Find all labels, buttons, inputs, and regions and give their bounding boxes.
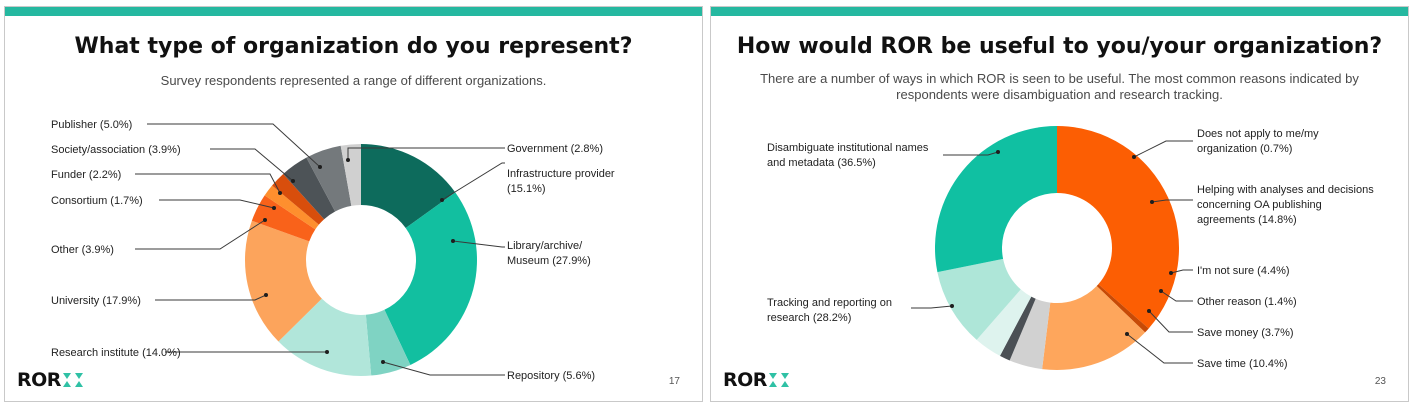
donut-slice: [278, 298, 372, 376]
label-not-sure: I'm not sure (4.4%): [1197, 265, 1290, 277]
donut-slice: [306, 145, 352, 212]
leader-line: [452, 240, 505, 248]
leader-line: [382, 361, 505, 376]
slide-subtitle: Survey respondents represented a range o…: [160, 73, 547, 88]
slide-title: How would ROR be useful to you/your orga…: [736, 34, 1383, 59]
leader-dot: [451, 239, 455, 243]
leader-line: [155, 294, 267, 301]
leader-line: [135, 219, 266, 250]
donut-slice: [361, 144, 456, 228]
donut-slice: [1057, 126, 1180, 329]
slide-top-bar: [5, 7, 702, 16]
label-other: Other (3.9%): [51, 244, 114, 256]
leader-dot: [1147, 309, 1151, 313]
leader-line: [1160, 290, 1193, 302]
leader-dot: [291, 179, 295, 183]
label-other-reason: Other reason (1.4%): [1197, 296, 1297, 308]
donut-slice: [272, 173, 325, 225]
donut-slice: [340, 144, 361, 206]
label-disambiguate: Disambiguate institutional names and met…: [767, 142, 929, 169]
logo-text: ROR: [723, 369, 767, 391]
leader-line: [911, 305, 953, 309]
donut-slice: [937, 258, 1021, 340]
leader-dot: [1132, 155, 1136, 159]
logo-mark-icon: [62, 373, 83, 387]
leader-dot: [318, 165, 322, 169]
label-publisher: Publisher (5.0%): [51, 119, 133, 131]
leader-dot: [1159, 289, 1163, 293]
donut-chart-organization-type: [135, 123, 505, 376]
donut-chart-ror-usefulness: [911, 126, 1193, 371]
leader-line: [159, 199, 275, 209]
label-funder: Funder (2.2%): [51, 169, 122, 181]
donut-slice: [1009, 298, 1051, 370]
leader-line: [147, 123, 321, 168]
leader-line: [943, 151, 999, 156]
leader-dot: [1150, 200, 1154, 204]
leader-dot: [278, 191, 282, 195]
label-research-institute: Research institute (14.0%): [51, 347, 181, 359]
leader-line: [1133, 140, 1193, 158]
label-does-not-apply: Does not apply to me/my organization (0.…: [1197, 128, 1319, 155]
label-university: University (17.9%): [51, 295, 141, 307]
leader-line: [210, 148, 294, 182]
donut-slice: [1042, 286, 1146, 371]
leader-line: [347, 147, 505, 160]
donut-slice: [934, 126, 1057, 273]
leader-line: [1126, 333, 1193, 364]
leader-dot: [264, 293, 268, 297]
donut-slice: [999, 296, 1036, 361]
slide-ror-usefulness: How would ROR be useful to you/your orga…: [710, 6, 1409, 402]
label-consortium: Consortium (1.7%): [51, 195, 143, 207]
leader-line: [1148, 310, 1193, 333]
slide-subtitle: There are a number of ways in which ROR …: [760, 71, 1359, 102]
leader-dot: [996, 150, 1000, 154]
leader-dot: [1125, 332, 1129, 336]
donut-slice: [1096, 284, 1149, 333]
ror-logo: ROR: [723, 369, 790, 391]
leader-dot: [346, 158, 350, 162]
leader-dot: [263, 218, 267, 222]
slide-title: What type of organization do you represe…: [74, 34, 633, 59]
label-society-association: Society/association (3.9%): [51, 144, 181, 156]
leader-line: [441, 162, 505, 201]
label-save-money: Save money (3.7%): [1197, 327, 1294, 339]
label-library-archive-museum: Library/archive/ Museum (27.9%): [507, 240, 591, 267]
leader-line: [135, 173, 281, 194]
leader-dot: [950, 304, 954, 308]
label-save-time: Save time (10.4%): [1197, 358, 1288, 370]
label-tracking-reporting: Tracking and reporting on research (28.2…: [767, 297, 892, 324]
leader-dot: [325, 350, 329, 354]
ror-logo: ROR: [17, 369, 84, 391]
slide-top-bar: [711, 7, 1408, 16]
donut-slice: [245, 220, 322, 342]
donut-slice: [384, 192, 477, 365]
logo-mark-icon: [768, 373, 789, 387]
donut-slice: [283, 157, 336, 220]
label-government: Government (2.8%): [507, 143, 603, 155]
label-infrastructure-provider: Infrastructure provider (15.1%): [507, 168, 615, 195]
page-number: 23: [1374, 376, 1386, 387]
label-repository: Repository (5.6%): [507, 370, 596, 382]
donut-slice: [365, 309, 411, 376]
leader-line: [1151, 199, 1193, 203]
leader-dot: [440, 198, 444, 202]
logo-text: ROR: [17, 369, 61, 391]
leader-dot: [272, 206, 276, 210]
leader-dot: [381, 360, 385, 364]
page-number: 17: [668, 376, 680, 387]
donut-slice: [976, 289, 1032, 356]
slide-organization-type: What type of organization do you represe…: [4, 6, 703, 402]
leader-line: [1170, 269, 1193, 274]
leader-dot: [1169, 271, 1173, 275]
label-helping-with-analyses: Helping with analyses and decisions conc…: [1197, 184, 1374, 226]
donut-slice: [264, 185, 319, 230]
